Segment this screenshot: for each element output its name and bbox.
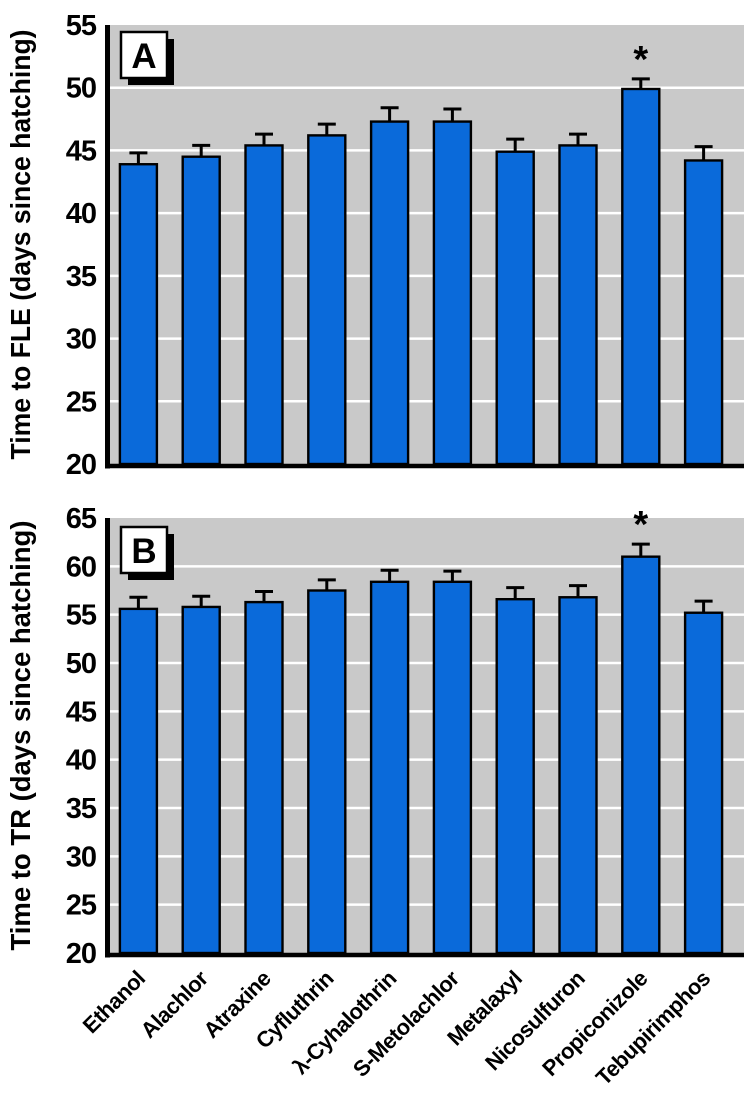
bar-S-Metolachlor — [432, 120, 473, 466]
y-tick-label: 45 — [66, 135, 97, 167]
panel-label: B — [131, 532, 156, 571]
y-axis-title: Time to TR (days since hatching) — [5, 521, 36, 951]
panel-B: * 20 25 30 35 40 45 50 55 60 65 Time to TR (days si… — [5, 503, 744, 1090]
y-tick-label: 50 — [66, 648, 96, 680]
y-tick-label: 20 — [66, 938, 96, 970]
bar-Atraxine — [244, 600, 284, 955]
bar-Metalaxyl — [495, 150, 535, 466]
bar-Atraxine — [244, 144, 284, 466]
bar-Tebupirimphos — [683, 611, 724, 955]
bar-λ-Cyhalothrin — [369, 120, 410, 466]
bar-Alachlor — [181, 605, 221, 955]
bar-S-Metolachlor — [432, 580, 473, 955]
y-tick-label: 25 — [66, 890, 97, 922]
y-tick-label: 50 — [66, 73, 96, 105]
bar-Alachlor — [181, 155, 221, 466]
bar-Metalaxyl — [495, 598, 535, 955]
y-tick-label: 60 — [66, 551, 96, 583]
x-tick-label-Alachlor: Alachlor — [136, 965, 214, 1043]
x-tick-label-Tebupirimphos: Tebupirimphos — [591, 966, 715, 1090]
y-tick-label: 35 — [66, 793, 97, 825]
bar-Propiconizole — [621, 555, 661, 955]
y-tick-label: 40 — [66, 198, 96, 230]
bar-Nicosulfuron — [558, 144, 598, 466]
y-tick-label: 20 — [66, 449, 96, 481]
y-tick-label: 55 — [66, 10, 97, 42]
y-tick-label: 55 — [66, 600, 97, 632]
bar-Cyfluthrin — [307, 134, 347, 466]
y-axis-title: Time to FLE (days since hatching) — [5, 30, 36, 460]
y-tick-label: 45 — [66, 696, 97, 728]
y-tick-label: 65 — [66, 503, 97, 535]
bar-Propiconizole — [621, 87, 661, 466]
panel-label-box — [119, 525, 169, 575]
bar-Tebupirimphos — [683, 159, 724, 466]
y-tick-label: 40 — [66, 745, 96, 777]
significance-asterisk: * — [633, 504, 648, 546]
bar-λ-Cyhalothrin — [369, 580, 410, 955]
bar-Ethanol — [118, 607, 159, 955]
y-tick-label: 35 — [66, 261, 97, 293]
panel-label-box — [119, 30, 169, 80]
y-tick-label: 30 — [66, 841, 96, 873]
bar-Nicosulfuron — [558, 596, 598, 955]
y-tick-label: 25 — [66, 386, 97, 418]
bar-Cyfluthrin — [307, 589, 347, 955]
y-tick-label: 30 — [66, 324, 96, 356]
significance-asterisk: * — [633, 39, 648, 81]
panel-label: A — [131, 37, 156, 76]
bar-Ethanol — [118, 163, 159, 466]
panel-A: * 20 25 30 35 40 45 50 55 Time to FLE (days since… — [5, 10, 744, 481]
